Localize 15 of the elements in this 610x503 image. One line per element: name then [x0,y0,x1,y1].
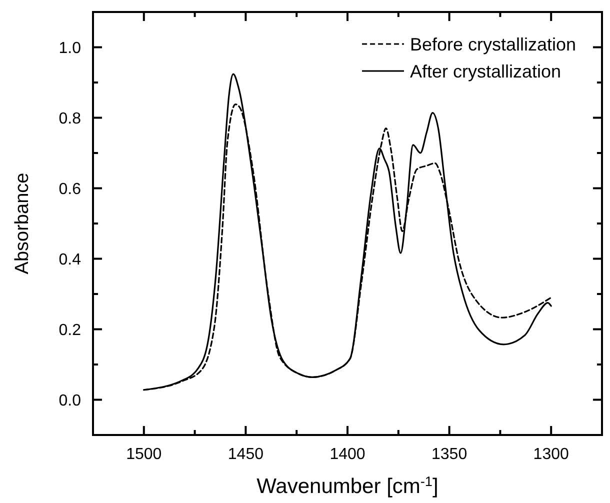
y-tick-label: 1.0 [58,40,82,57]
x-tick-label: 1400 [330,446,366,463]
y-tick-label: 0.6 [58,180,82,198]
x-tick-label: 1450 [228,446,264,463]
y-tick-label: 0.2 [58,322,82,339]
y-tick-label: 0.8 [58,110,82,128]
x-tick-label: 1500 [126,446,162,463]
legend-label: After crystallization [410,61,562,82]
legend-label: Before crystallization [410,34,576,54]
x-tick-label: 1300 [533,446,569,463]
x-axis-title: Wavenumber [cm$^{-1}$] [256,474,438,498]
y-tick-label: 0.0 [58,392,82,410]
y-tick-label: 0.4 [58,251,82,268]
y-axis-title: Absorbance [12,172,33,274]
x-tick-label: 1350 [432,446,468,463]
